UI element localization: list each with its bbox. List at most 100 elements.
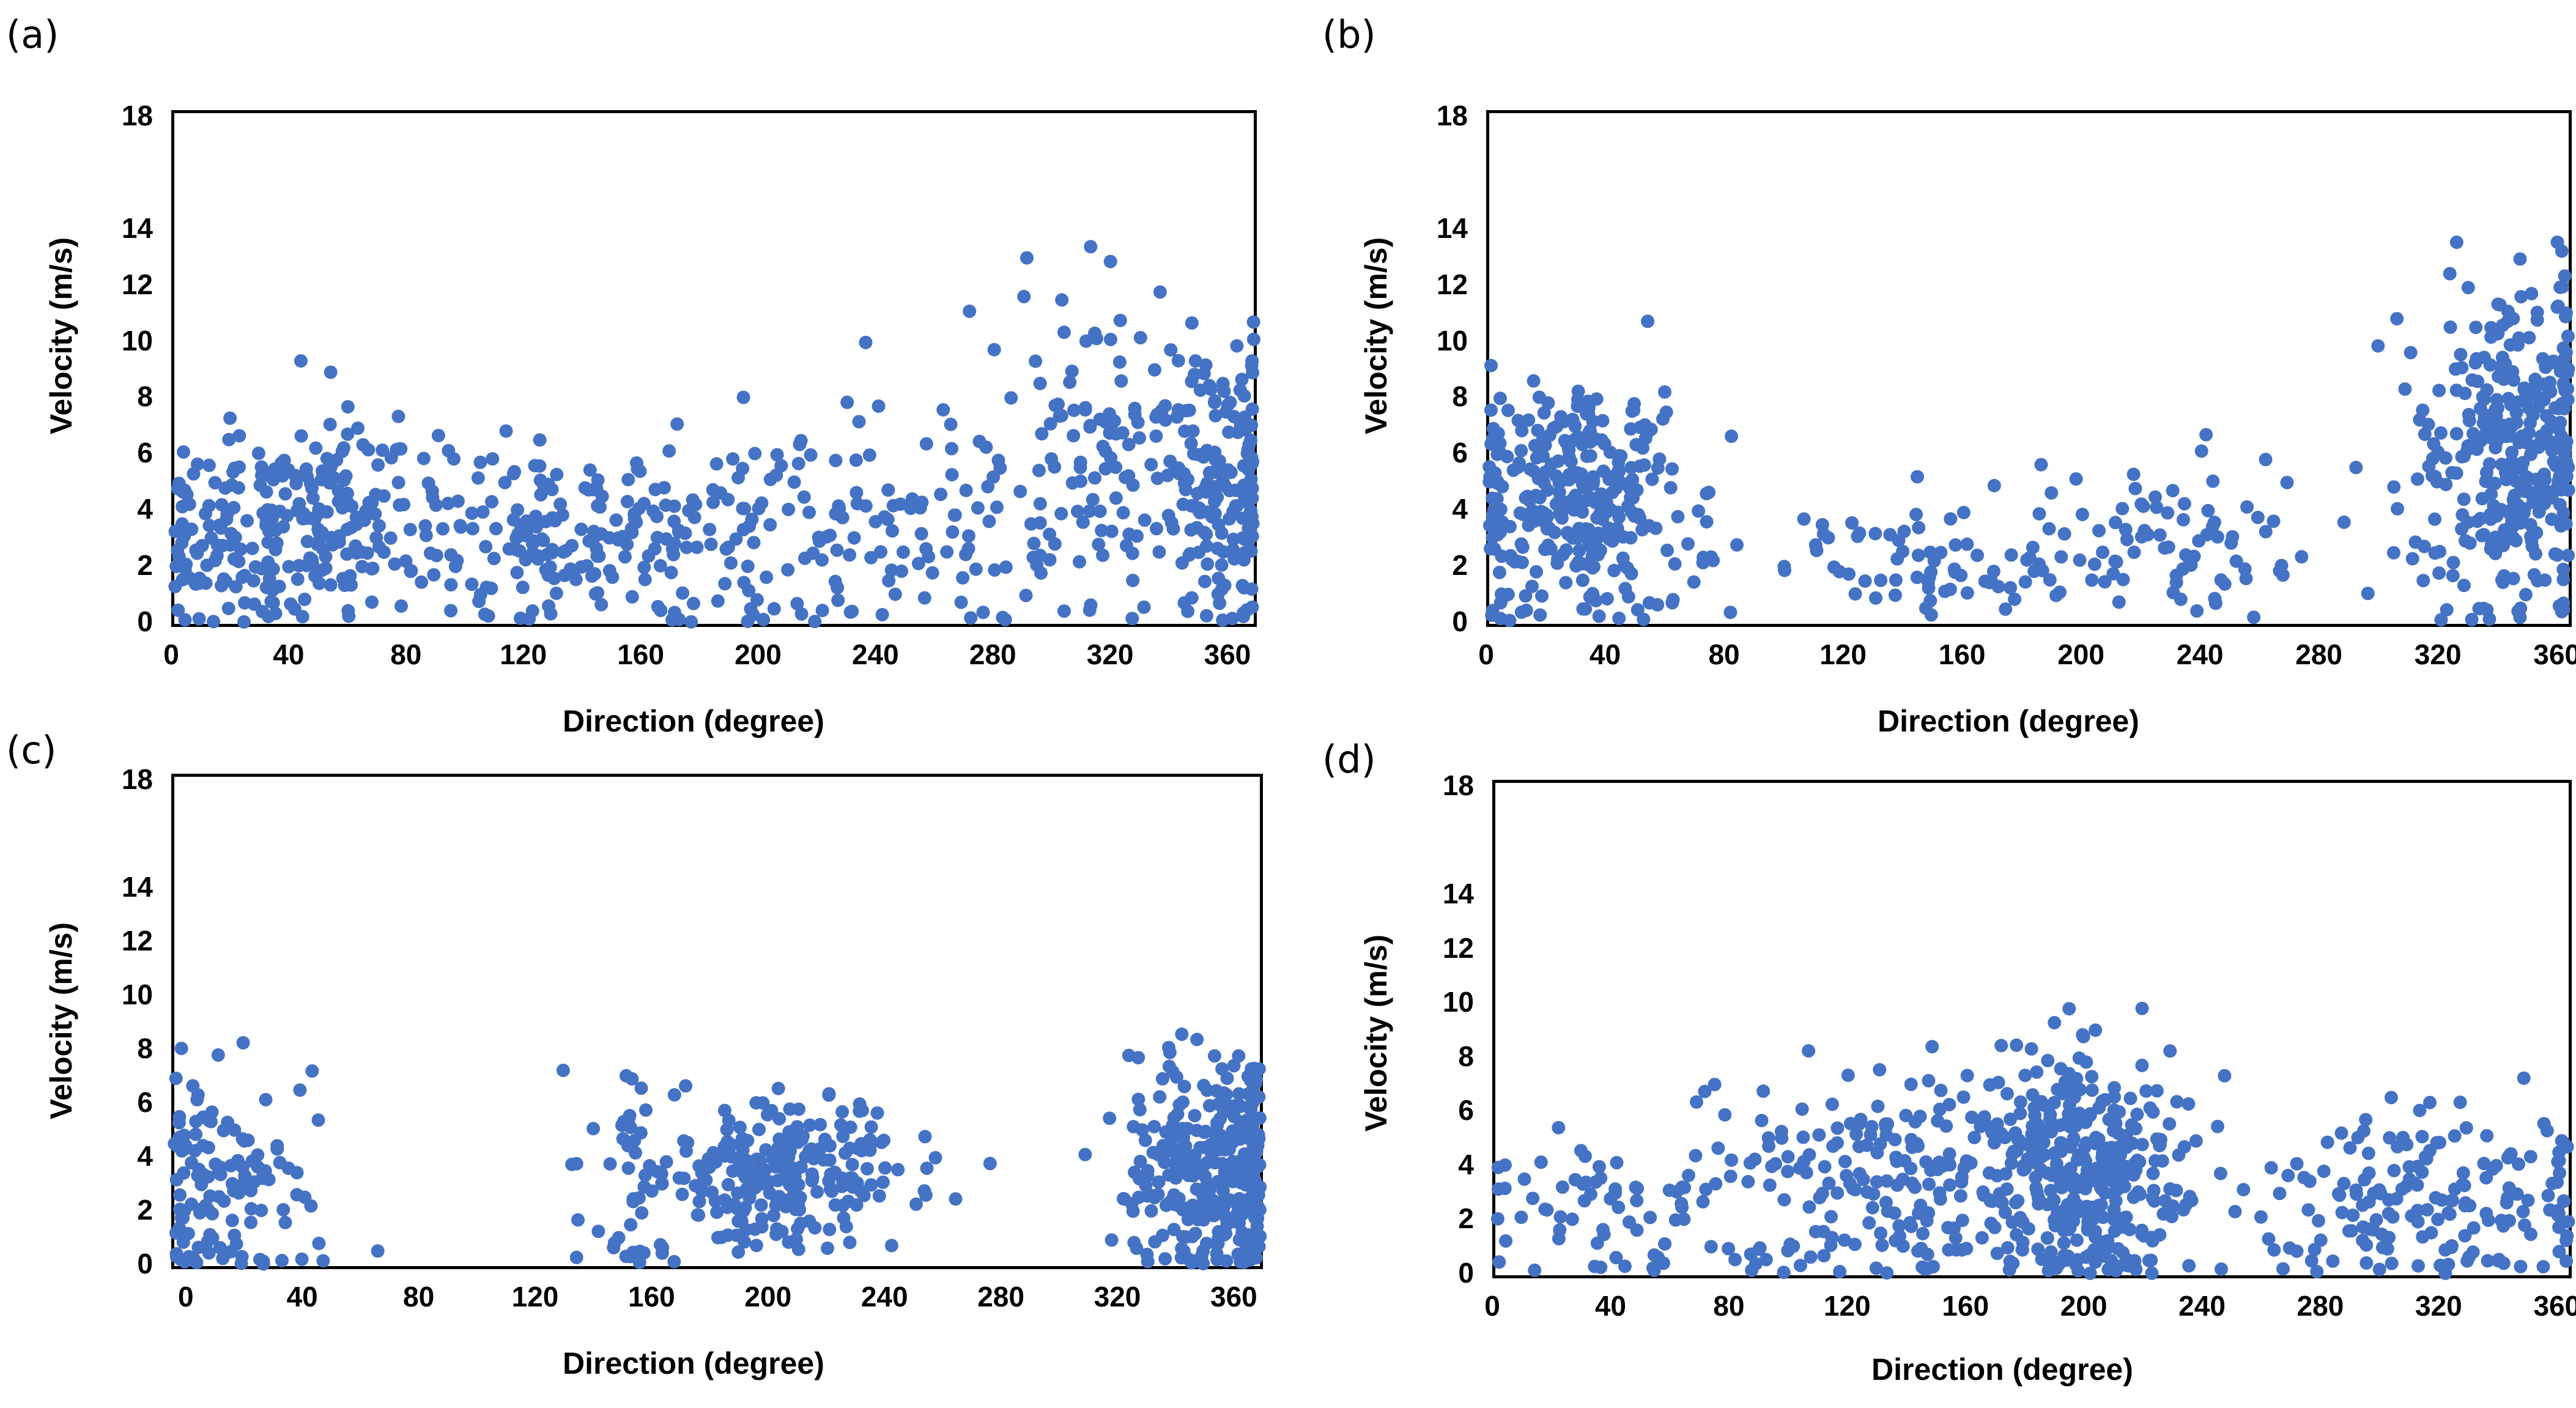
scatter-point-b [2069,472,2083,486]
scatter-point-a [1215,526,1229,540]
scatter-point-d [2079,1055,2093,1069]
scatter-point-d [2087,1212,2101,1225]
scatter-point-a [990,500,1004,514]
scatter-point-b [2524,529,2538,543]
scatter-point-c [172,1116,186,1130]
scatter-point-c [1237,1255,1251,1269]
scatter-point-a [1076,515,1090,529]
scatter-point-d [1833,1265,1847,1278]
scatter-point-d [2372,1262,2386,1276]
scatter-point-b [2519,588,2533,602]
scatter-point-d [1880,1266,1894,1280]
scatter-point-d [1869,1261,1883,1275]
scatter-point-b [1778,563,1791,577]
scatter-point-c [186,1079,200,1093]
scatter-point-a [745,513,759,527]
scatter-point-b [2558,352,2572,366]
scatter-point-c [816,1153,831,1167]
scatter-point-b [1575,505,1590,519]
scatter-point-d [2108,1090,2121,1104]
scatter-point-b [1984,574,1998,588]
scatter-point-d [2048,1016,2062,1029]
scatter-point-d [2137,1229,2151,1243]
scatter-point-d [2290,1244,2304,1258]
scatter-point-d [2115,1220,2130,1234]
scatter-point-d [2303,1174,2317,1188]
y-tick-label: 8 [1452,380,1468,413]
scatter-point-a [1093,412,1107,426]
scatter-point-c [803,1118,817,1132]
scatter-point-b [1522,413,1536,427]
scatter-point-b [2457,492,2471,506]
scatter-point-a [830,543,844,557]
scatter-point-a [210,538,224,552]
scatter-point-a [1004,391,1018,405]
scatter-point-b [2161,506,2175,520]
scatter-point-d [1955,1170,1969,1184]
scatter-point-c [681,1136,695,1150]
scatter-point-a [544,607,558,621]
scatter-point-b [1525,513,1539,527]
scatter-point-a [686,596,700,610]
scatter-point-c [174,1042,188,1056]
scatter-point-a [1104,451,1118,465]
scatter-point-d [2312,1213,2325,1228]
scatter-point-d [2320,1135,2334,1149]
scatter-point-a [882,574,896,588]
scatter-point-a [682,503,696,517]
scatter-point-a [1177,467,1191,481]
scatter-point-a [171,603,185,617]
x-tick-label: 360 [2533,639,2576,670]
scatter-point-a [312,534,326,548]
scatter-point-b [2349,461,2363,475]
scatter-point-a [1246,315,1260,329]
scatter-point-b [1484,542,1497,556]
scatter-point-d [1873,1063,1887,1076]
scatter-point-d [1725,1153,1738,1167]
scatter-point-c [1138,1133,1152,1147]
scatter-point-b [1911,548,1925,562]
scatter-point-d [1889,1150,1903,1165]
scatter-point-b [1482,460,1497,474]
scatter-point-b [1635,523,1649,537]
scatter-point-a [794,607,809,621]
scatter-point-a [1246,332,1260,346]
scatter-point-d [1802,1044,1816,1058]
scatter-point-b [1493,502,1508,516]
scatter-point-d [1983,1078,1997,1092]
scatter-point-b [2208,596,2223,610]
scatter-point-d [2333,1188,2347,1202]
scatter-point-b [1537,406,1551,420]
scatter-point-a [509,531,524,545]
scatter-point-d [2025,1127,2039,1141]
scatter-point-b [2073,553,2087,567]
scatter-point-d [2356,1220,2370,1234]
scatter-point-b [2479,475,2493,488]
scatter-point-d [2029,1171,2043,1185]
scatter-point-d [1874,1226,1887,1240]
scatter-point-b [2201,503,2215,517]
scatter-point-c [667,1254,681,1269]
scatter-point-a [684,615,698,629]
scatter-point-b [2280,475,2294,489]
scatter-point-b [1651,598,1665,612]
scatter-point-c [805,1171,820,1185]
scatter-point-d [2067,1181,2081,1195]
scatter-point-b [2119,522,2133,536]
scatter-point-d [2304,1254,2319,1268]
scatter-point-a [956,571,970,585]
scatter-point-a [261,535,275,549]
scatter-point-b [2484,512,2498,526]
scatter-point-b [2540,424,2554,437]
scatter-point-a [840,395,854,409]
scatter-point-b [1542,521,1556,535]
scatter-point-b [2469,321,2483,335]
x-tick-label: 280 [977,1281,1024,1313]
scatter-point-a [1216,475,1230,489]
scatter-point-d [2485,1162,2500,1176]
scatter-point-b [2561,362,2575,376]
scatter-point-b [2192,534,2206,548]
scatter-point-b [2526,408,2540,422]
scatter-point-d [2123,1091,2137,1105]
scatter-point-b [1560,525,1574,539]
